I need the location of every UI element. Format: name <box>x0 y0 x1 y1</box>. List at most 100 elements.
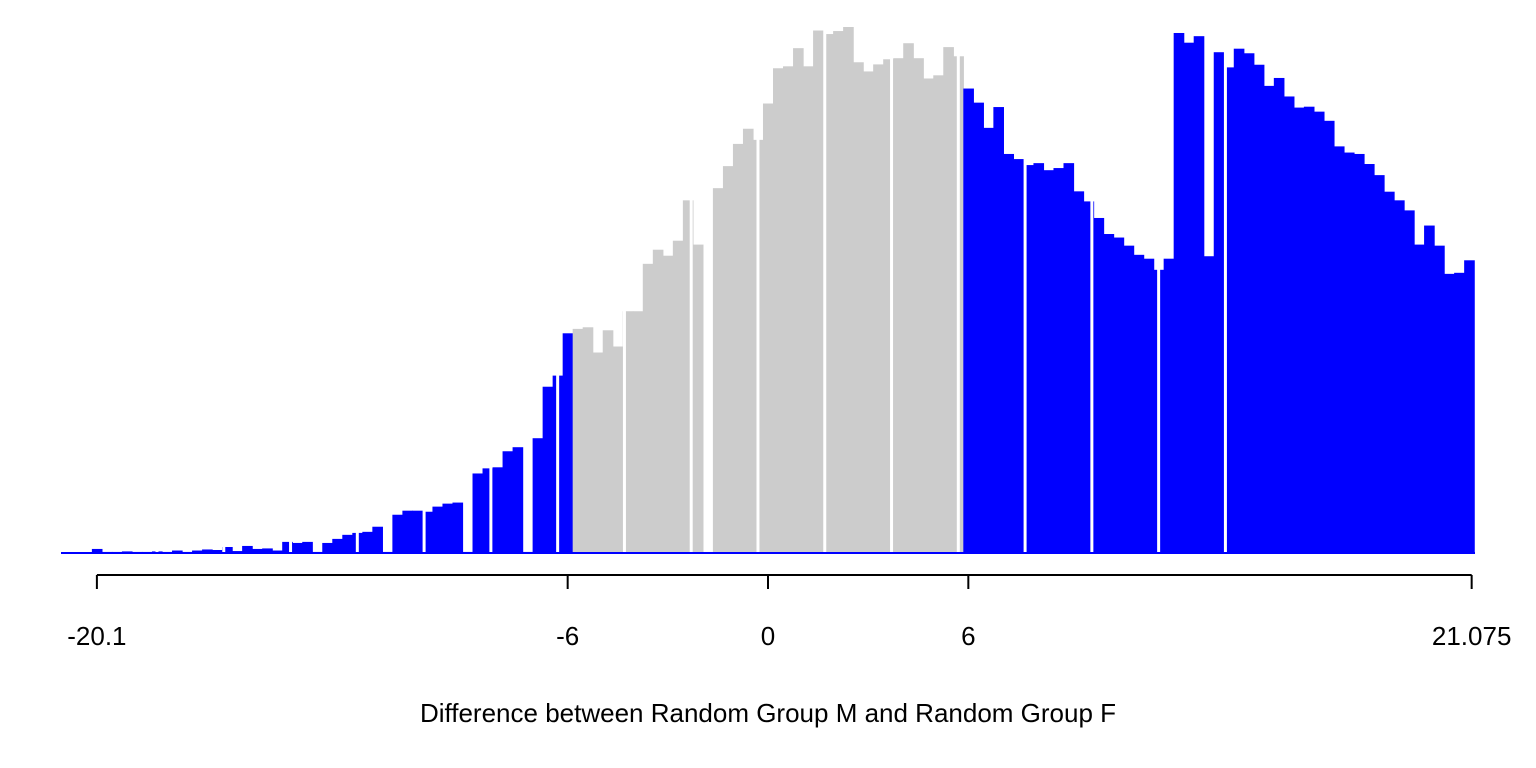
histogram-bar <box>803 66 814 553</box>
histogram-bar <box>1414 244 1425 553</box>
histogram-bar <box>1444 273 1455 553</box>
histogram-bar <box>1223 67 1235 553</box>
histogram-bar <box>1323 120 1335 553</box>
histogram-bar <box>793 48 804 553</box>
histogram-bar <box>783 66 794 553</box>
histogram-bar <box>242 545 253 553</box>
histogram-bar <box>993 107 1004 554</box>
histogram-bar <box>843 27 854 553</box>
histogram-bar <box>943 47 954 553</box>
histogram-bars <box>91 27 1475 554</box>
histogram-bar <box>592 352 604 553</box>
histogram-bar <box>1123 245 1135 553</box>
histogram-bar <box>542 386 554 553</box>
x-tick-label: 6 <box>961 621 975 651</box>
histogram-bar <box>602 330 614 553</box>
histogram-bar <box>1103 234 1115 553</box>
histogram-bar <box>1063 163 1075 553</box>
histogram-bar <box>172 550 183 553</box>
histogram-bar <box>1173 32 1185 554</box>
histogram-bar <box>1293 107 1305 553</box>
histogram-bar <box>1233 48 1245 553</box>
histogram-bar <box>1113 237 1125 554</box>
histogram-bar <box>1253 64 1265 553</box>
histogram-bar <box>1043 170 1055 553</box>
histogram-bar <box>692 244 704 553</box>
histogram-bar <box>1333 146 1345 553</box>
histogram-bar <box>472 473 484 553</box>
histogram-bar <box>622 311 634 553</box>
histogram-bar <box>262 548 273 553</box>
histogram-bar <box>1343 152 1355 554</box>
histogram-bar <box>392 514 403 553</box>
histogram-bar <box>1313 111 1325 553</box>
histogram-bar <box>1133 254 1145 553</box>
histogram-bar <box>342 534 353 553</box>
x-axis-ticks: -20.1 -6 0 6 21.075 <box>67 575 1511 651</box>
histogram-bar <box>853 62 864 553</box>
histogram-bar <box>923 78 934 554</box>
histogram-bar <box>612 346 624 553</box>
histogram-bar <box>402 510 414 553</box>
histogram-bar <box>1083 201 1095 553</box>
histogram-bar <box>1384 191 1395 553</box>
histogram-bar <box>1243 53 1255 554</box>
histogram-bar <box>1183 42 1195 553</box>
histogram-bar <box>1073 191 1085 553</box>
histogram-bar <box>1193 36 1205 554</box>
histogram-bar <box>1404 210 1415 553</box>
histogram-bar <box>883 59 894 554</box>
histogram-bar <box>442 503 454 553</box>
histogram-bar <box>762 103 774 553</box>
histogram-bar <box>372 526 383 553</box>
histogram-bar <box>292 542 303 553</box>
histogram-bar <box>1003 153 1015 553</box>
x-tick-label: 21.075 <box>1432 621 1512 651</box>
histogram-bar <box>732 143 744 553</box>
histogram-bar <box>682 200 694 553</box>
histogram-bar <box>422 511 434 553</box>
histogram-bar <box>202 549 213 553</box>
histogram-bar <box>432 506 444 553</box>
histogram-bar <box>582 327 594 553</box>
x-tick-label: -20.1 <box>67 621 126 651</box>
histogram-bar <box>813 30 824 553</box>
histogram-bar <box>773 68 784 553</box>
histogram-bar <box>823 34 834 554</box>
histogram-bar <box>983 127 994 554</box>
histogram-bar <box>1374 175 1385 553</box>
histogram-bar <box>913 58 924 554</box>
histogram-bar <box>1394 200 1405 553</box>
histogram-bar <box>302 541 313 553</box>
histogram-bar <box>532 438 544 553</box>
histogram-bar <box>91 548 103 553</box>
histogram-bar <box>1013 159 1025 553</box>
x-axis: -20.1 -6 0 6 21.075 <box>67 574 1511 651</box>
histogram-bar <box>652 249 664 553</box>
histogram-bar <box>282 541 293 553</box>
histogram-bar <box>632 311 644 553</box>
histogram-bar <box>512 447 524 553</box>
histogram-bar <box>1424 225 1435 554</box>
bin-gap-lines <box>155 24 1227 553</box>
histogram-bar <box>1053 168 1065 553</box>
histogram-bar <box>1283 96 1295 553</box>
x-tick-label: 0 <box>761 621 775 651</box>
histogram-bar <box>502 451 514 553</box>
histogram-bar <box>672 240 684 553</box>
histogram-bar <box>322 542 333 553</box>
histogram-bar <box>742 128 754 554</box>
histogram-bar <box>482 468 494 553</box>
histogram-bar <box>642 263 654 553</box>
x-tick-label: -6 <box>556 621 579 651</box>
histogram-bar <box>562 333 574 553</box>
histogram-bar <box>252 548 263 553</box>
histogram-bar <box>1023 165 1035 553</box>
histogram-bar <box>662 255 674 553</box>
histogram-bar <box>933 75 944 553</box>
histogram-bar <box>1143 258 1155 553</box>
histogram-bar <box>272 550 283 553</box>
histogram-bar <box>712 188 724 554</box>
histogram-bar <box>212 550 223 553</box>
histogram-bar <box>192 550 203 553</box>
